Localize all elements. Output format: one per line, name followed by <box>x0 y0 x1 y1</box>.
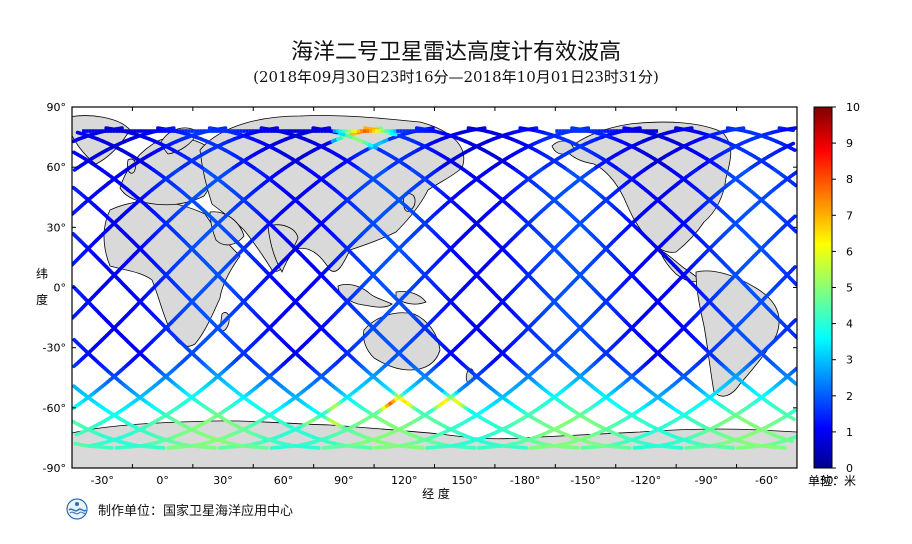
lat-tick-label: 90° <box>47 101 67 114</box>
track-segment <box>347 441 362 448</box>
track-segment <box>789 408 797 415</box>
colorbar-tick-label: 3 <box>846 354 853 367</box>
track-segment <box>291 443 321 450</box>
track-segment <box>373 443 403 450</box>
map-subtitle: (2018年09月30日23时16分—2018年10月01日23时31分) <box>253 68 659 86</box>
track-segment <box>791 265 797 272</box>
colorbar-tick-label: 0 <box>846 462 853 475</box>
lat-tick-label: 0° <box>54 282 67 295</box>
track-segment <box>791 318 797 324</box>
colorbar-tick-label: 7 <box>846 209 853 222</box>
track-layer <box>72 126 797 450</box>
track-segment <box>72 338 79 344</box>
track-segment <box>239 443 269 450</box>
track-segment <box>75 130 87 137</box>
track-segment <box>466 126 485 133</box>
track-segment <box>528 443 559 450</box>
track-segment <box>676 126 694 133</box>
track-segment <box>125 441 140 448</box>
colorbar-tick-label: 8 <box>846 173 853 186</box>
track-segment <box>72 419 79 426</box>
track-segment <box>476 443 507 450</box>
map-title: 海洋二号卫星雷达高度计有效波高 <box>290 40 621 65</box>
lon-tick-label: 0° <box>156 474 169 487</box>
track-segment <box>84 443 114 450</box>
footer: 制作单位：国家卫星海洋应用中心 <box>66 496 293 522</box>
track-segment <box>554 441 569 448</box>
colorbar-tick-label: 5 <box>846 282 853 295</box>
track-segment <box>786 141 796 148</box>
y-axis-label-bottom: 度 <box>36 292 48 307</box>
land-arabia <box>209 211 245 246</box>
lat-tick-label: 30° <box>47 221 67 234</box>
colorbar-tick-label: 1 <box>846 426 853 439</box>
lat-tick-label: -90° <box>43 462 66 475</box>
track-segment <box>727 126 746 133</box>
colorbar-tick-label: 6 <box>846 245 853 258</box>
colorbar-tick-label: 4 <box>846 318 853 331</box>
lon-tick-label: -90° <box>695 474 718 487</box>
lon-tick-label: -120° <box>631 474 661 487</box>
track-segment <box>787 435 797 441</box>
track-segment <box>791 170 797 177</box>
colorbar-tick-label: 9 <box>846 137 853 150</box>
track-segment <box>72 185 78 192</box>
track-segment <box>790 214 797 221</box>
track-segment <box>518 126 536 133</box>
lon-tick-label: 30° <box>213 474 233 487</box>
track-segment <box>746 441 762 448</box>
colorbar-tick-label: 2 <box>846 390 853 403</box>
producer-label: 制作单位：国家卫星海洋应用中心 <box>98 503 294 519</box>
y-axis-label-top: 纬 <box>36 267 48 281</box>
colorbar-tick-label: 10 <box>846 101 860 114</box>
track-segment <box>779 126 797 133</box>
x-axis-label: 经 度 <box>422 486 450 501</box>
lon-tick-label: 90° <box>334 474 354 487</box>
lon-tick-label: -30° <box>90 474 113 487</box>
land-asia <box>199 115 465 272</box>
track-segment <box>792 366 797 373</box>
track-segment <box>502 441 518 448</box>
colorbar-unit-label: 单位：米 <box>808 473 856 488</box>
track-segment <box>591 441 606 448</box>
track-segment <box>72 150 80 157</box>
colorbar <box>813 106 833 469</box>
track-segment <box>176 441 192 448</box>
track-segment <box>757 443 787 450</box>
track-segment <box>705 443 736 450</box>
track-segment <box>643 441 658 448</box>
track-segment <box>321 443 351 450</box>
track-segment <box>694 441 710 448</box>
track-segment <box>187 443 218 450</box>
lon-tick-label: -30° <box>815 474 838 487</box>
track-segment <box>450 441 466 448</box>
lat-tick-label: -60° <box>43 402 66 415</box>
track-segment <box>602 443 632 450</box>
track-segment <box>228 441 244 448</box>
track-segment <box>425 443 455 450</box>
axis-ticks: -30° 0° 30° 60° 90° 120° 150° -180° -150° -120° -9… <box>43 101 839 487</box>
track-segment <box>73 441 88 448</box>
track-segment <box>72 384 79 391</box>
track-segment <box>135 443 166 450</box>
lon-tick-label: 120° <box>391 474 418 487</box>
lon-tick-label: 60° <box>274 474 294 487</box>
track-segment <box>399 441 414 448</box>
lat-tick-label: -30° <box>43 342 66 355</box>
track-segment <box>72 232 78 238</box>
lon-tick-label: -150° <box>570 474 600 487</box>
land-layer <box>72 115 797 468</box>
lon-tick-label: -60° <box>755 474 778 487</box>
track-segment <box>280 441 295 448</box>
lat-tick-label: 60° <box>47 161 67 174</box>
lon-tick-label: -180° <box>510 474 540 487</box>
satellite-ocean-logo-icon <box>66 498 88 520</box>
track-segment <box>653 443 684 450</box>
lon-tick-label: 150° <box>451 474 478 487</box>
